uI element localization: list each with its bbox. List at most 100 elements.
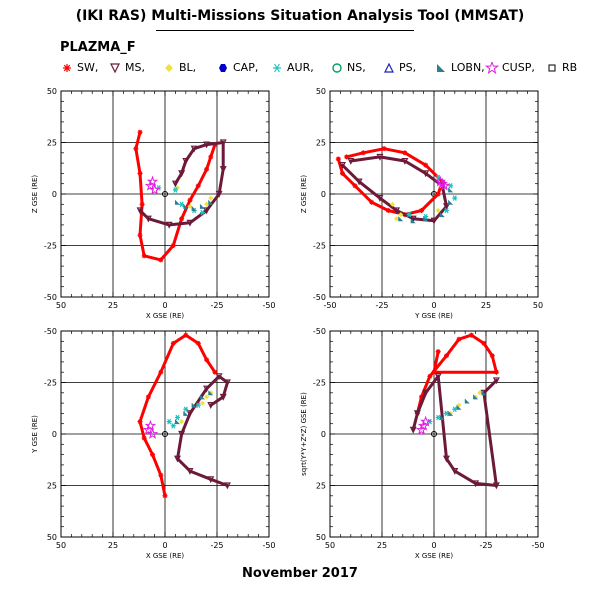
- series-cusp: [142, 419, 159, 439]
- series-aur: [166, 402, 201, 429]
- data-point: [182, 157, 190, 165]
- y-tick-label: 50: [47, 533, 57, 542]
- x-tick-label: -25: [210, 541, 223, 550]
- data-point: [452, 195, 458, 201]
- data-point: [208, 199, 214, 205]
- data-point: [137, 129, 143, 135]
- x-tick-label: 50: [56, 541, 66, 550]
- legend-label: CAP,: [233, 61, 259, 74]
- x-tick-label: 25: [481, 301, 491, 310]
- x-tick-label: -50: [323, 301, 336, 310]
- data-point: [208, 390, 214, 396]
- data-point: [492, 377, 500, 385]
- data-point: [148, 183, 161, 195]
- data-point: [204, 357, 210, 363]
- data-point: [481, 390, 487, 396]
- data-point: [137, 419, 143, 425]
- legend-item-ps: PS,: [382, 61, 416, 74]
- data-point: [203, 207, 211, 215]
- data-point: [394, 216, 400, 222]
- data-point: [195, 183, 201, 189]
- y-tick-label: -25: [313, 242, 326, 251]
- data-point: [186, 410, 194, 418]
- legend-label: AUR,: [287, 61, 314, 74]
- data-point: [464, 398, 470, 404]
- data-point: [186, 467, 194, 475]
- y-tick-label: -50: [313, 293, 326, 302]
- legend-label: NS,: [347, 61, 366, 74]
- data-point: [352, 183, 358, 189]
- plot-panel-2: -50 -25 0 25 50 50 25 0 -25 -50 Y GSE (RE) Z GSE (R…: [300, 87, 543, 320]
- series-lobn: [174, 199, 214, 211]
- data-point: [344, 154, 350, 160]
- data-point: [360, 150, 366, 156]
- data-point: [398, 216, 404, 222]
- legend-item-bl: BL,: [162, 61, 196, 74]
- x-tick-label: 0: [162, 301, 167, 310]
- y-tick-label: 25: [316, 482, 326, 491]
- data-point: [219, 393, 227, 401]
- data-point: [208, 195, 214, 201]
- data-point: [203, 385, 211, 393]
- data-point: [195, 402, 201, 408]
- earth-marker: [162, 191, 168, 197]
- data-point: [385, 207, 391, 213]
- x-tick-label: 0: [162, 541, 167, 550]
- data-point: [190, 145, 198, 153]
- data-point: [204, 166, 210, 172]
- data-point: [172, 187, 178, 193]
- data-point: [355, 178, 363, 186]
- data-point: [472, 480, 480, 488]
- plot-panel-3: 50 25 0 -25 -50 -50 -25 0 25 50 X GSE (RE) Y GSE (R…: [31, 327, 276, 560]
- data-point: [223, 482, 231, 490]
- data-point: [195, 340, 201, 346]
- data-point: [199, 400, 205, 406]
- y-tick-label: 25: [47, 482, 57, 491]
- y-tick-label: 50: [47, 87, 57, 96]
- data-point: [376, 153, 384, 161]
- data-point: [435, 349, 441, 355]
- series-sw: [137, 332, 218, 499]
- legend-item-cap: CAP,: [216, 61, 258, 74]
- data-point: [443, 455, 450, 463]
- data-point: [141, 435, 147, 441]
- data-point: [430, 217, 438, 225]
- y-tick-label: 25: [47, 139, 57, 148]
- legend-label: PS,: [399, 61, 417, 74]
- orbit-track-ms: [411, 374, 498, 487]
- legend-item-cusp: CUSP,: [485, 61, 535, 74]
- date-footer: November 2017: [242, 566, 358, 581]
- data-point: [402, 150, 408, 156]
- data-point: [223, 379, 231, 387]
- y-tick-label: 0: [52, 430, 57, 439]
- data-point: [427, 373, 433, 379]
- series-bl: [389, 183, 443, 222]
- data-point: [133, 146, 139, 152]
- data-point: [166, 418, 172, 425]
- series-lobn: [439, 390, 487, 421]
- data-point: [410, 218, 416, 224]
- series-ms: [174, 373, 231, 490]
- data-point: [456, 336, 462, 342]
- data-point: [183, 410, 189, 416]
- legend-label: MS,: [125, 61, 145, 74]
- data-point: [434, 175, 446, 187]
- data-point: [473, 394, 479, 400]
- data-point: [186, 219, 194, 227]
- series-cusp: [434, 175, 451, 191]
- data-point: [422, 389, 430, 397]
- legend-item-sw: SW,: [60, 61, 98, 74]
- data-point: [439, 415, 445, 421]
- asterisk-icon: [273, 63, 281, 72]
- x-tick-label: 50: [325, 541, 335, 550]
- y-tick-label: 0: [321, 190, 326, 199]
- legend-label: LOBN,: [451, 61, 485, 74]
- triangle-up-icon: [384, 62, 394, 73]
- y-tick-label: -50: [44, 293, 57, 302]
- series-lobn: [398, 187, 454, 224]
- data-point: [199, 394, 205, 400]
- data-point: [489, 353, 495, 359]
- legend-item-ms: MS,: [108, 61, 145, 74]
- data-point: [381, 146, 387, 152]
